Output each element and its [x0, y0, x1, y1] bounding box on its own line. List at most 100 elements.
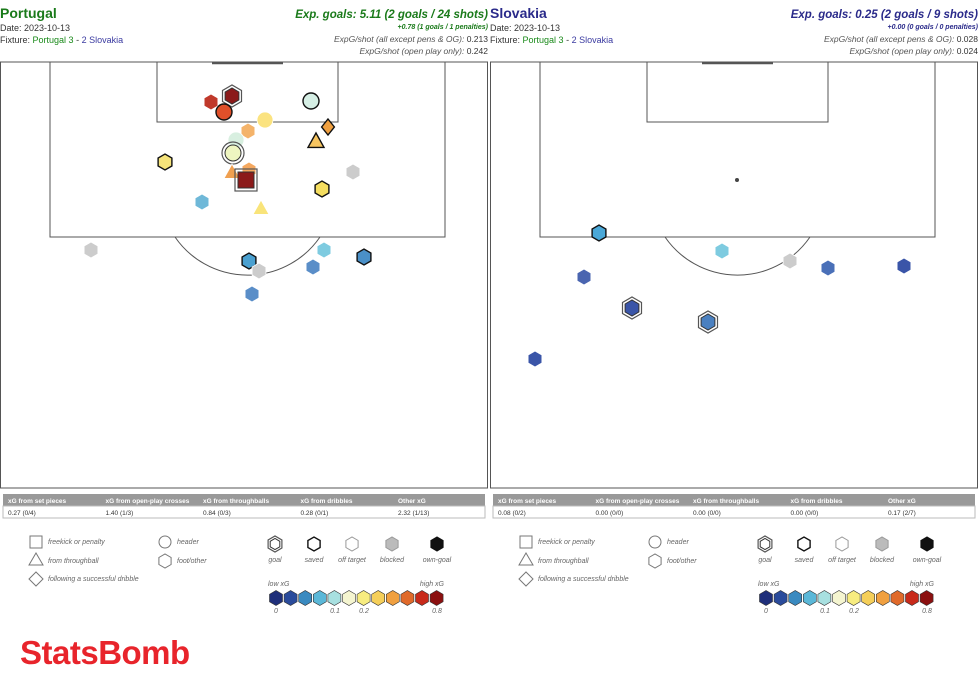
- scale-swatch: [861, 590, 876, 606]
- shot-marker: [314, 180, 330, 198]
- legend-icon: [269, 537, 281, 551]
- legend-label: own-goal: [423, 557, 452, 564]
- scale-tick: 0.1: [330, 608, 340, 615]
- xg-per-shot-all-value: 0.028: [957, 34, 979, 44]
- legend-icon: [158, 535, 172, 549]
- penalty-arc: [664, 236, 811, 276]
- legend-label: freekick or penalty: [48, 539, 105, 546]
- fixture: Fixture: Portugal 3 - 2 Slovakia: [0, 35, 123, 45]
- shot-marker: [302, 92, 320, 110]
- shot-marker: [591, 224, 607, 242]
- scale-swatch: [890, 590, 905, 606]
- table-value: 0.00 (0/0): [791, 510, 819, 517]
- legend-icon: [307, 536, 321, 552]
- legend-label: from throughball: [48, 558, 99, 565]
- scale-swatch: [371, 590, 386, 606]
- scale-tick: 0.8: [432, 608, 442, 615]
- match-date: Date: 2023-10-13: [490, 23, 560, 33]
- scale-swatch: [400, 590, 415, 606]
- xg-per-shot-all-value: 0.213: [467, 34, 489, 44]
- scale-label: low xG: [758, 581, 780, 588]
- scale-tick: 0.1: [820, 608, 830, 615]
- shot-marker: [234, 168, 258, 192]
- legend-label: freekick or penalty: [538, 539, 595, 546]
- legend-label: header: [177, 539, 199, 546]
- shot-marker: [240, 122, 256, 140]
- shot-marker: [252, 199, 270, 215]
- shot-marker: [820, 259, 836, 277]
- legend-label: from throughball: [538, 558, 589, 565]
- scale-label: low xG: [268, 581, 290, 588]
- scale-tick: 0.8: [922, 608, 932, 615]
- scale-swatch: [846, 590, 861, 606]
- exp-goals: Exp. goals: 5.11 (2 goals / 24 shots): [295, 9, 488, 21]
- fixture-label: Fixture:: [490, 35, 520, 45]
- fixture-sep: -: [566, 35, 569, 45]
- table-header: xG from dribbles: [791, 498, 843, 505]
- scale-label: high xG: [910, 581, 935, 588]
- shot-marker: [221, 84, 243, 108]
- shot-marker: [221, 141, 245, 165]
- xg-per-shot-open-value: 0.242: [467, 46, 489, 56]
- penalties: +0.00 (0 goals / 0 penalties): [888, 24, 979, 31]
- legend-icon: [158, 553, 172, 569]
- scale-label: high xG: [420, 581, 445, 588]
- scale-tick: 0.2: [359, 608, 369, 615]
- shot-marker: [244, 285, 260, 303]
- legend-label: saved: [305, 557, 325, 564]
- scale-swatch: [802, 590, 817, 606]
- xg-per-shot-all-label: ExpG/shot (all except pens & OG):: [824, 34, 955, 44]
- shot-marker: [306, 131, 326, 149]
- legend-label: blocked: [380, 557, 405, 564]
- legend-icon: [385, 536, 399, 552]
- shot-marker: [714, 242, 730, 260]
- shot-marker: [316, 241, 332, 259]
- table-header: Other xG: [888, 498, 916, 505]
- shot-marker: [576, 268, 592, 286]
- legend-icon: [28, 571, 44, 587]
- legend-icon: [759, 537, 771, 551]
- shot-marker: [356, 248, 372, 266]
- shot-marker: [224, 87, 240, 105]
- legend-label: foot/other: [667, 558, 697, 565]
- scale-swatch: [759, 590, 773, 606]
- shot-marker: [621, 296, 643, 320]
- legend-icon: [430, 536, 444, 552]
- table-header: xG from open-play crosses: [106, 498, 190, 505]
- legend-label: saved: [795, 557, 815, 564]
- legend-icon: [518, 552, 534, 566]
- exp-goals: Exp. goals: 0.25 (2 goals / 9 shots): [791, 9, 978, 21]
- scale-tick: 0: [274, 608, 278, 615]
- scale-swatch: [875, 590, 890, 606]
- xg-per-shot-open: ExpG/shot (open play only): 0.024: [849, 46, 978, 56]
- xg-per-shot-all: ExpG/shot (all except pens & OG): 0.213: [334, 34, 488, 44]
- scale-swatch: [385, 590, 400, 606]
- legend-icon: [29, 535, 43, 549]
- shot-marker: [256, 111, 274, 129]
- legend-label: off target: [828, 557, 857, 564]
- shot-marker: [320, 117, 336, 137]
- shot-marker: [241, 252, 257, 270]
- scale-swatch: [919, 590, 934, 606]
- legend-label: goal: [268, 557, 282, 564]
- fixture-label: Fixture:: [0, 35, 30, 45]
- legend-icon: [345, 536, 359, 552]
- penalty-arc: [174, 236, 321, 276]
- legend-icon: [267, 535, 283, 553]
- shot-marker: [215, 103, 233, 121]
- legend-label: off target: [338, 557, 367, 564]
- table-header: xG from throughballs: [693, 498, 759, 505]
- logo: StatsBomb: [20, 634, 190, 671]
- shot-marker: [251, 262, 267, 280]
- shot-marker: [700, 313, 716, 331]
- table-value: 0.17 (2/7): [888, 510, 916, 517]
- table-value: 0.08 (0/2): [498, 510, 526, 517]
- shot-marker: [83, 241, 99, 259]
- table-value: 0.84 (0/3): [203, 510, 231, 517]
- xg-per-shot-all-label: ExpG/shot (all except pens & OG):: [334, 34, 465, 44]
- fixture: Fixture: Portugal 3 - 2 Slovakia: [490, 35, 613, 45]
- penalty-box: [49, 61, 446, 238]
- shot-marker: [224, 144, 242, 162]
- fixture-sep: -: [76, 35, 79, 45]
